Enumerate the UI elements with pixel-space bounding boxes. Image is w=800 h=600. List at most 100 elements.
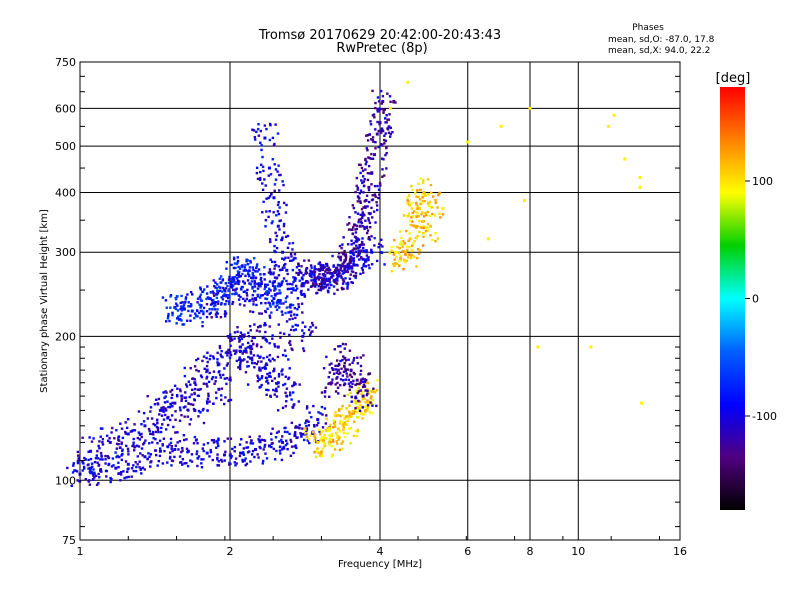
echo-sample xyxy=(352,412,355,415)
echo-sample xyxy=(211,308,214,311)
echo-sample xyxy=(237,358,241,361)
echo-sample xyxy=(293,276,297,280)
x-tick-label: 10 xyxy=(571,545,585,558)
echo-sample xyxy=(308,434,312,437)
echo-sample xyxy=(357,220,360,224)
echo-sample xyxy=(336,364,340,367)
echo-sample xyxy=(262,356,265,360)
echo-sample xyxy=(284,405,288,408)
echo-sample xyxy=(290,255,293,258)
echo-sample xyxy=(169,441,173,445)
echo-sample xyxy=(366,399,369,402)
echo-sample xyxy=(360,249,363,252)
echo-sample xyxy=(335,436,339,440)
echo-sample xyxy=(357,197,361,200)
echo-sample xyxy=(269,289,272,292)
y-tick-label: 400 xyxy=(55,186,76,199)
echo-sample xyxy=(371,89,374,93)
echo-sample xyxy=(214,380,217,383)
echo-sample xyxy=(345,406,348,410)
echo-sample xyxy=(263,124,267,127)
echo-sample xyxy=(289,391,292,394)
echo-sample xyxy=(234,457,238,460)
echo-sample xyxy=(367,237,370,240)
echo-sample xyxy=(239,295,242,299)
echo-sample xyxy=(251,310,255,314)
echo-sample xyxy=(338,448,342,452)
echo-sample xyxy=(161,296,165,299)
echo-sample xyxy=(178,388,182,391)
echo-sample xyxy=(355,382,359,386)
echo-sample xyxy=(193,316,196,320)
echo-sample xyxy=(281,180,284,183)
echo-sample xyxy=(356,391,360,395)
echo-sample xyxy=(325,279,329,282)
echo-sample xyxy=(247,364,250,368)
echo-sample xyxy=(207,392,210,396)
echo-sample xyxy=(360,220,363,223)
echo-sample xyxy=(257,438,260,441)
echo-sample xyxy=(224,396,227,399)
echo-sample xyxy=(348,388,351,391)
echo-sample xyxy=(332,440,335,443)
data-point xyxy=(499,124,503,128)
echo-sample xyxy=(351,382,354,386)
echo-sample xyxy=(287,377,290,381)
echo-sample xyxy=(317,451,321,455)
echo-sample xyxy=(271,136,275,140)
echo-sample xyxy=(392,262,395,266)
echo-sample xyxy=(428,214,432,218)
echo-sample xyxy=(338,264,342,267)
data-point xyxy=(158,408,162,412)
echo-sample xyxy=(361,175,365,178)
echo-sample xyxy=(178,439,182,443)
echo-sample xyxy=(210,290,213,294)
echo-sample xyxy=(355,244,358,247)
echo-sample xyxy=(429,234,432,237)
echo-sample xyxy=(230,337,233,340)
echo-sample xyxy=(288,242,291,245)
data-point xyxy=(381,100,385,104)
echo-sample xyxy=(181,323,184,326)
echo-sample xyxy=(169,455,172,459)
data-point xyxy=(293,278,297,282)
echo-sample xyxy=(330,283,333,287)
echo-sample xyxy=(231,284,235,287)
echo-sample xyxy=(273,260,277,264)
echo-sample xyxy=(339,371,342,375)
echo-sample xyxy=(400,236,403,240)
echo-sample xyxy=(282,231,286,234)
echo-sample xyxy=(113,437,116,440)
echo-sample xyxy=(199,316,202,320)
echo-sample xyxy=(270,445,273,449)
echo-sample xyxy=(193,365,197,368)
echo-sample xyxy=(215,296,219,300)
echo-sample xyxy=(341,262,344,265)
echo-sample xyxy=(355,434,359,438)
echo-sample xyxy=(164,320,168,323)
echo-sample xyxy=(234,266,237,270)
echo-sample xyxy=(249,261,252,264)
echo-sample xyxy=(399,243,403,246)
echo-sample xyxy=(366,148,369,152)
echo-sample xyxy=(218,370,221,373)
echo-sample xyxy=(337,345,340,348)
echo-sample xyxy=(236,259,240,263)
echo-sample xyxy=(383,263,386,266)
echo-sample xyxy=(165,391,168,394)
echo-sample xyxy=(216,464,219,467)
echo-sample xyxy=(337,435,340,438)
echo-sample xyxy=(238,267,242,270)
echo-sample xyxy=(153,423,157,427)
echo-sample xyxy=(206,296,210,299)
echo-sample xyxy=(438,192,441,195)
echo-sample xyxy=(227,348,230,352)
echo-sample xyxy=(383,117,387,120)
echo-sample xyxy=(342,236,345,239)
data-point xyxy=(239,334,243,338)
data-point xyxy=(316,440,320,444)
echo-sample xyxy=(247,273,251,277)
echo-sample xyxy=(270,438,273,441)
echo-sample xyxy=(307,288,310,291)
echo-sample xyxy=(114,451,117,454)
